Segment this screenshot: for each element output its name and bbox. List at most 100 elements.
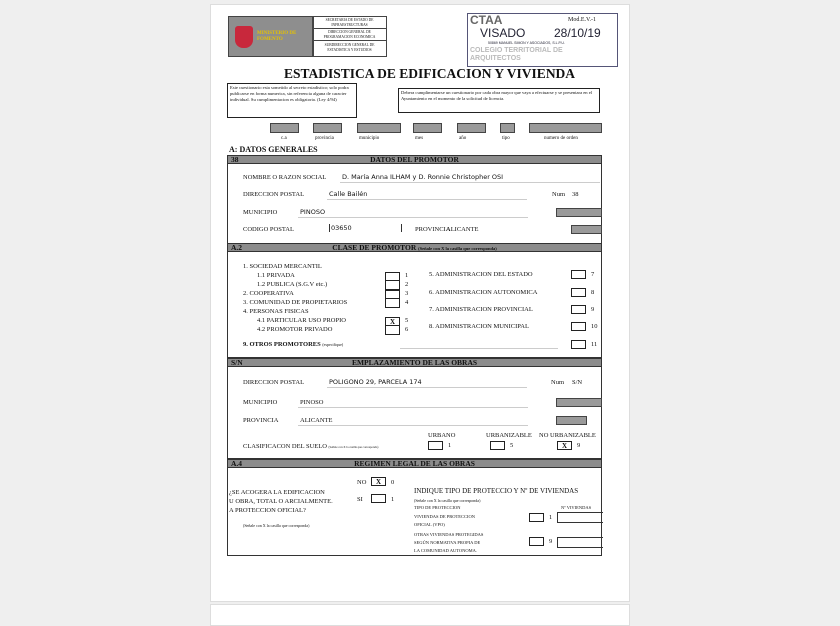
line: OTRAS VIVIENDAS PROTEGIDAS [414, 532, 484, 537]
instructions-note: Debera cumplimentarse un cuestionario po… [398, 88, 600, 113]
code-box-group [313, 123, 342, 133]
q-line: U OBRA, TOTAL O ARCIALMENTE. [229, 498, 333, 505]
code-number: 4 [405, 299, 409, 306]
promoter-checkbox[interactable]: X [385, 317, 400, 326]
code-number: 1 [405, 272, 409, 279]
checkbox-other-protected[interactable] [529, 537, 544, 546]
code-number: 11 [591, 341, 598, 348]
line: SEGÚN NORMATIVA PROPIA DE [414, 540, 481, 545]
soil-classification-label: CLASIFICACON DEL SUELO (Señale con X la … [243, 443, 378, 450]
promoter-option-label: 1. SOCIEDAD MERCANTIL [243, 263, 322, 270]
promoter-checkbox[interactable] [571, 270, 586, 279]
visado-date: 28/10/19 [554, 26, 601, 40]
municipio-label: MUNICIPIO [243, 209, 278, 216]
code-box-group [357, 123, 401, 133]
code-label: c.a [281, 136, 287, 141]
provincia-code-boxes [556, 416, 587, 425]
promoter-provincia-field[interactable]: ALICANTE [446, 226, 479, 233]
code-label: provincia [315, 136, 334, 141]
section-title: DATOS DEL PROMOTOR [370, 155, 459, 164]
other-label: 9. OTROS PROMOTORES [243, 341, 321, 348]
promoter-checkbox[interactable] [385, 326, 400, 335]
site-provincia-field[interactable]: ALICANTE [300, 417, 333, 424]
code-number: 8 [591, 289, 595, 296]
section-title: EMPLAZAMIENTO DE LAS OBRAS [351, 358, 478, 367]
code-number: 2 [405, 281, 409, 288]
promoter-checkbox[interactable] [571, 288, 586, 297]
site-address-field[interactable]: POLIGONO 29, PARCELA 174 [329, 378, 422, 386]
vpo-dwellings-input[interactable] [557, 512, 603, 523]
line: VIVIENDAS DE PROTECCION [414, 514, 475, 519]
municipio-code-boxes [556, 208, 602, 217]
address-label: DIRECCION POSTAL [243, 191, 305, 198]
no-label: NO [357, 479, 367, 486]
provincia-code-boxes [571, 225, 602, 234]
soil-checkbox[interactable]: X [557, 441, 572, 450]
other-promoters-label: 9. OTROS PROMOTORES (especifique) [243, 341, 343, 348]
promoter-checkbox[interactable] [571, 322, 586, 331]
code-number: 1 [448, 442, 452, 449]
promoter-option-label: 6. ADMINISTRACION AUTONOMICA [429, 289, 538, 296]
soil-checkbox[interactable] [490, 441, 505, 450]
section-title: REGIMEN LEGAL DE LAS OBRAS [354, 459, 475, 468]
section-number: A.4 [231, 459, 243, 468]
soil-checkbox[interactable] [428, 441, 443, 450]
code-label: año [459, 136, 467, 141]
promoter-checkbox[interactable] [385, 272, 400, 281]
postal-code-label: CODIGO POSTAL [243, 226, 294, 233]
a2-header: A.2 CLASE DE PROMOTOR (Señale con X la ca… [227, 243, 602, 252]
promoter-number-field[interactable]: 38 [572, 191, 579, 198]
code-number: 7 [591, 271, 595, 278]
checkbox-si[interactable] [371, 494, 386, 503]
checkbox-no[interactable]: X [371, 477, 386, 486]
promoter-municipio-field[interactable]: PINOSO [300, 208, 326, 216]
hint: (Señale con X la casilla que corresponda… [414, 498, 481, 503]
other-dwellings-input[interactable] [557, 537, 603, 548]
code-box-group [529, 123, 602, 133]
num-dwellings-label: Nº VIVIENDAS [561, 505, 592, 510]
protection-type-label: TIPO DE PROTECCION [414, 505, 461, 510]
soil-option-label: URBANIZABLE [486, 432, 532, 439]
ministry-box: SECRETARIA DE ESTADO DE INFRAESTRUCTURAS… [312, 16, 387, 57]
promoter-option-label: 5. ADMINISTRACION DEL ESTADO [429, 271, 533, 278]
num-label: Num [552, 191, 565, 198]
q-line: ¿SE ACOGERA LA EDIFICACION [229, 489, 325, 496]
code-label: numero de orden [544, 136, 578, 141]
hint: (Señale con X la casilla que corresponda… [243, 523, 310, 528]
site-municipio-field[interactable]: PINOSO [300, 399, 324, 406]
si-label: SI [357, 496, 363, 503]
ministry-line: SECRETARIA DE ESTADO DE INFRAESTRUCTURAS [325, 18, 374, 27]
checkbox-other[interactable] [571, 340, 586, 349]
code-box-group [413, 123, 442, 133]
promoter-checkbox[interactable] [571, 305, 586, 314]
promoter-address-field[interactable]: Calle Bailén [329, 190, 368, 198]
municipio-code-boxes [556, 398, 602, 407]
promoter-option-label: 1.1 PRIVADA [257, 272, 295, 279]
code-number: 5 [510, 442, 514, 449]
code-number: 3 [405, 290, 409, 297]
postal-code-field[interactable]: 03650 [329, 224, 402, 232]
checkbox-vpo[interactable] [529, 513, 544, 522]
a3-section [227, 367, 602, 459]
section-hint: (Señale con X la casilla que corresponda… [418, 246, 497, 251]
code-box-group [457, 123, 486, 133]
promoter-checkbox[interactable] [385, 281, 400, 290]
code-label: tipo [502, 136, 510, 141]
site-number-field[interactable]: S/N [572, 379, 583, 386]
code-label: mes [415, 136, 424, 141]
code-number: 10 [591, 323, 598, 330]
code-number: 5 [405, 317, 409, 324]
protection-question: ¿SE ACOGERA LA EDIFICACION U OBRA, TOTAL … [229, 488, 333, 515]
promoter-option-label: 3. COMUNIDAD DE PROPIETARIOS [243, 299, 348, 306]
promoter-option-label: 1.2 PUBLICA (S.G.V etc.) [257, 281, 328, 288]
code-box-group [270, 123, 299, 133]
code-number: 1 [391, 496, 395, 503]
option-other-protected: OTRAS VIVIENDAS PROTEGIDAS SEGÚN NORMATIV… [414, 531, 483, 555]
promoter-checkbox[interactable] [385, 290, 400, 299]
promoter-name-field[interactable]: D. María Anna ILHAM y D. Ronnie Christop… [342, 173, 504, 181]
promoter-option-label: 7. ADMINISTRACION PROVINCIAL [429, 306, 533, 313]
code-box-group [500, 123, 515, 133]
a1-header: 38 DATOS DEL PROMOTOR [227, 155, 602, 164]
stamp-background-text: COLEGIO TERRITORIAL DE ARQUITECTOS [470, 47, 563, 62]
promoter-checkbox[interactable] [385, 299, 400, 308]
